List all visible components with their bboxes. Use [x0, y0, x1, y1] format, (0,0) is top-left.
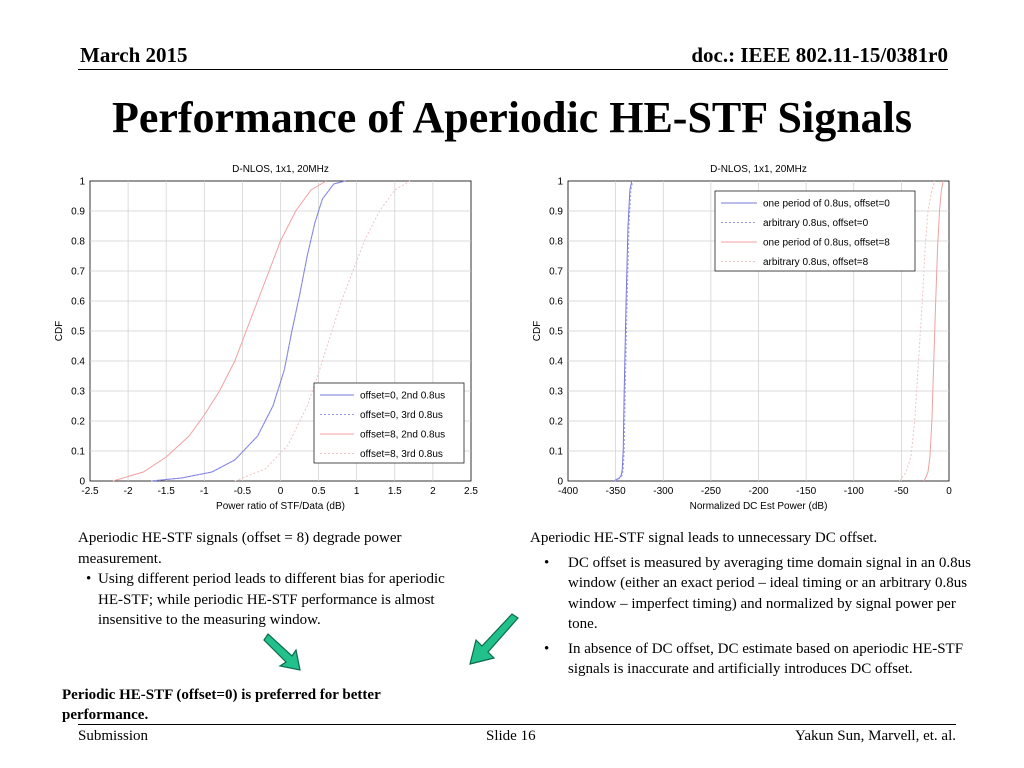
- x-tick-label: -2: [124, 486, 133, 497]
- y-tick-label: 1: [557, 177, 563, 188]
- x-tick-label: -200: [748, 486, 768, 497]
- y-tick-label: 0.6: [549, 297, 563, 308]
- y-tick-label: 0.9: [71, 207, 85, 218]
- x-tick-label: -300: [653, 486, 673, 497]
- footer-submission: Submission: [78, 728, 149, 744]
- slide-title: Performance of Aperiodic HE-STF Signals: [111, 93, 913, 142]
- chart-title: D-NLOS, 1x1, 20MHz: [710, 164, 807, 175]
- chart-title: D-NLOS, 1x1, 20MHz: [232, 164, 329, 175]
- y-tick-label: 0: [557, 477, 563, 488]
- y-tick-label: 0.7: [549, 267, 563, 278]
- x-tick-label: -0.5: [234, 486, 252, 497]
- legend-label: offset=8, 2nd 0.8us: [360, 430, 445, 441]
- x-tick-label: -2.5: [81, 486, 99, 497]
- y-axis-label: CDF: [54, 321, 65, 342]
- footer-divider: [78, 724, 956, 725]
- y-tick-label: 0.1: [71, 447, 85, 458]
- legend-label: one period of 0.8us, offset=0: [763, 199, 890, 210]
- x-tick-label: 2: [430, 486, 436, 497]
- legend-label: arbitrary 0.8us, offset=8: [763, 257, 869, 268]
- x-tick-label: 0: [278, 486, 284, 497]
- x-tick-label: 0: [946, 486, 952, 497]
- legend-label: one period of 0.8us, offset=8: [763, 238, 890, 249]
- legend-label: offset=0, 3rd 0.8us: [360, 410, 443, 421]
- x-tick-label: -100: [844, 486, 864, 497]
- cdf-chart-power-ratio: D-NLOS, 1x1, 20MHz -2.5 -2 -1.5 -1 -0.5 0 0.5 1 1…: [54, 164, 478, 512]
- left-bullet: Using different period leads to differen…: [78, 569, 463, 631]
- y-tick-label: 0.5: [71, 327, 85, 338]
- left-description: Aperiodic HE-STF signals (offset = 8) de…: [78, 528, 463, 631]
- x-tick-label: 0.5: [312, 486, 326, 497]
- x-tick-label: 1: [354, 486, 360, 497]
- right-description: Aperiodic HE-STF signal leads to unneces…: [530, 528, 980, 680]
- x-tick-label: -250: [701, 486, 721, 497]
- y-tick-label: 0.2: [549, 417, 563, 428]
- y-tick-label: 1: [79, 177, 85, 188]
- series-line-1: [613, 180, 633, 482]
- y-axis-label: CDF: [532, 321, 543, 342]
- series-line-2: [614, 180, 634, 482]
- x-tick-label: -150: [796, 486, 816, 497]
- series-line-4: [899, 180, 936, 482]
- legend-label: offset=0, 2nd 0.8us: [360, 391, 445, 402]
- x-axis-label: Power ratio of STF/Data (dB): [216, 501, 345, 512]
- right-bullet: DC offset is measured by averaging time …: [530, 553, 980, 635]
- y-tick-label: 0.8: [549, 237, 563, 248]
- x-tick-label: 2.5: [464, 486, 478, 497]
- y-tick-label: 0.3: [549, 387, 563, 398]
- y-tick-label: 0.3: [71, 387, 85, 398]
- header-date: March 2015: [80, 43, 188, 67]
- y-tick-label: 0.8: [71, 237, 85, 248]
- y-tick-label: 0.5: [549, 327, 563, 338]
- x-tick-label: -1.5: [158, 486, 176, 497]
- y-tick-label: 0.9: [549, 207, 563, 218]
- series-line-2: [150, 180, 346, 482]
- y-tick-label: 0.1: [549, 447, 563, 458]
- y-tick-label: 0.4: [71, 357, 85, 368]
- y-tick-label: 0.6: [71, 297, 85, 308]
- y-tick-label: 0.4: [549, 357, 563, 368]
- y-tick-label: 0: [79, 477, 85, 488]
- right-intro: Aperiodic HE-STF signal leads to unneces…: [530, 530, 878, 546]
- series-line-3: [112, 180, 327, 482]
- x-axis-label: Normalized DC Est Power (dB): [690, 501, 828, 512]
- legend-box: [313, 382, 465, 464]
- arrow-down-right-icon: [263, 633, 301, 671]
- x-tick-label: -400: [558, 486, 578, 497]
- y-tick-label: 0.7: [71, 267, 85, 278]
- footer-slide-number: Slide 16: [486, 728, 536, 744]
- arrow-down-left-icon: [469, 613, 519, 665]
- x-tick-label: -1: [200, 486, 209, 497]
- x-tick-label: -350: [606, 486, 626, 497]
- x-tick-label: -50: [894, 486, 909, 497]
- y-tick-label: 0.2: [71, 417, 85, 428]
- series-line-3: [923, 180, 944, 482]
- header-divider: [78, 69, 948, 70]
- right-bullet: In absence of DC offset, DC estimate bas…: [530, 639, 980, 680]
- legend-box: [714, 190, 916, 272]
- header-doc-id: doc.: IEEE 802.11-15/0381r0: [691, 43, 948, 67]
- legend-label: arbitrary 0.8us, offset=0: [763, 218, 869, 229]
- footer-authors: Yakun Sun, Marvell, et. al.: [795, 728, 956, 744]
- cdf-chart-dc-est-power: D-NLOS, 1x1, 20MHz -400 -350 -300 -250 -200 -1…: [532, 164, 952, 512]
- x-tick-label: 1.5: [388, 486, 402, 497]
- legend-label: offset=8, 3rd 0.8us: [360, 449, 443, 460]
- right-bullet-list: DC offset is measured by averaging time …: [530, 553, 980, 680]
- left-intro: Aperiodic HE-STF signals (offset = 8) de…: [78, 530, 402, 567]
- left-bullet-list: Using different period leads to differen…: [78, 569, 463, 631]
- conclusion-text: Periodic HE-STF (offset=0) is preferred …: [62, 687, 381, 723]
- series-line-4: [234, 180, 411, 482]
